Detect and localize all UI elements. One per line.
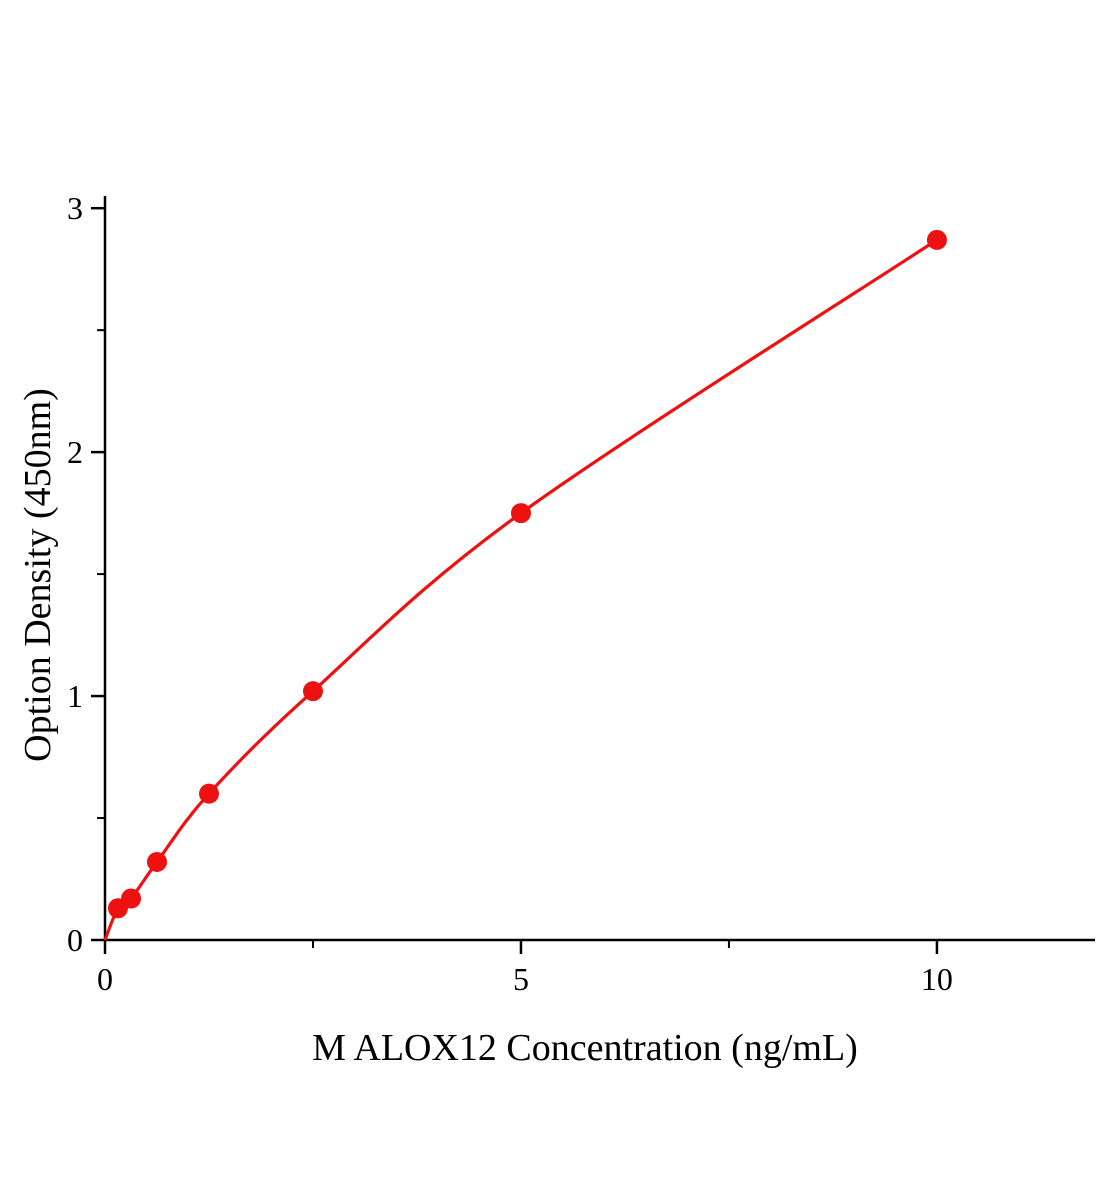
standard-curve-line [103, 238, 938, 941]
data-point [926, 229, 947, 250]
y-tick-label: 1 [67, 678, 83, 714]
y-tick-label: 2 [67, 434, 83, 470]
x-tick-label: 10 [921, 961, 953, 997]
y-tick-label: 0 [67, 922, 83, 958]
x-tick-label: 5 [513, 961, 529, 997]
data-point [121, 888, 142, 909]
data-point [198, 783, 219, 804]
y-axis-label: Option Density (450nm) [17, 388, 59, 762]
x-axis-label: M ALOX12 Concentration (ng/mL) [312, 1027, 858, 1069]
x-tick-label: 0 [97, 961, 113, 997]
data-point [302, 681, 323, 702]
y-tick-label: 3 [67, 190, 83, 226]
data-point [146, 851, 167, 872]
data-point [510, 503, 531, 524]
